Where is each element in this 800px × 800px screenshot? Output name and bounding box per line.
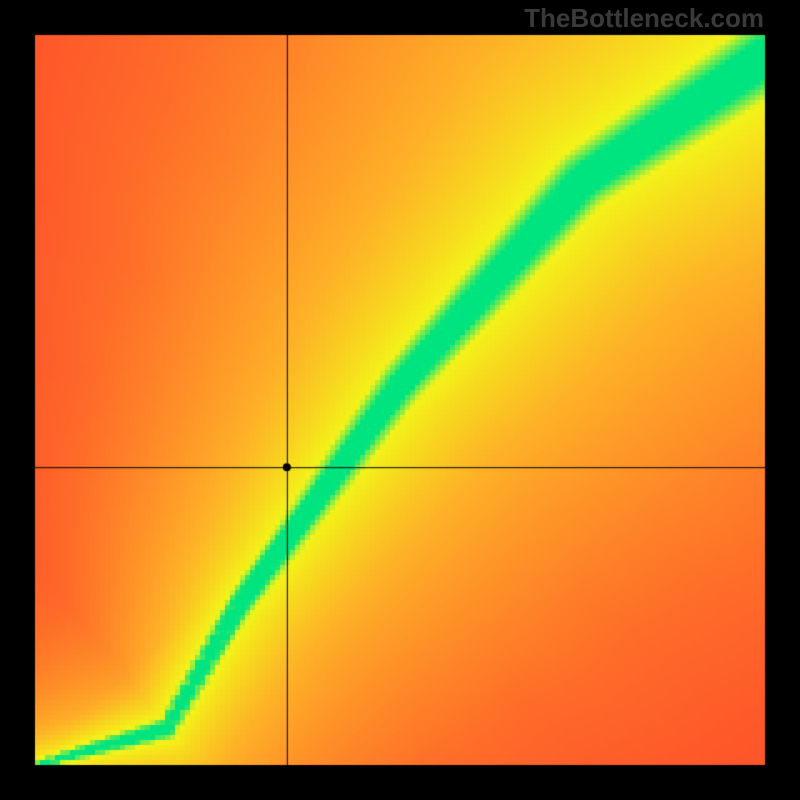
watermark-text: TheBottleneck.com bbox=[524, 3, 764, 34]
bottleneck-heatmap bbox=[0, 0, 800, 800]
